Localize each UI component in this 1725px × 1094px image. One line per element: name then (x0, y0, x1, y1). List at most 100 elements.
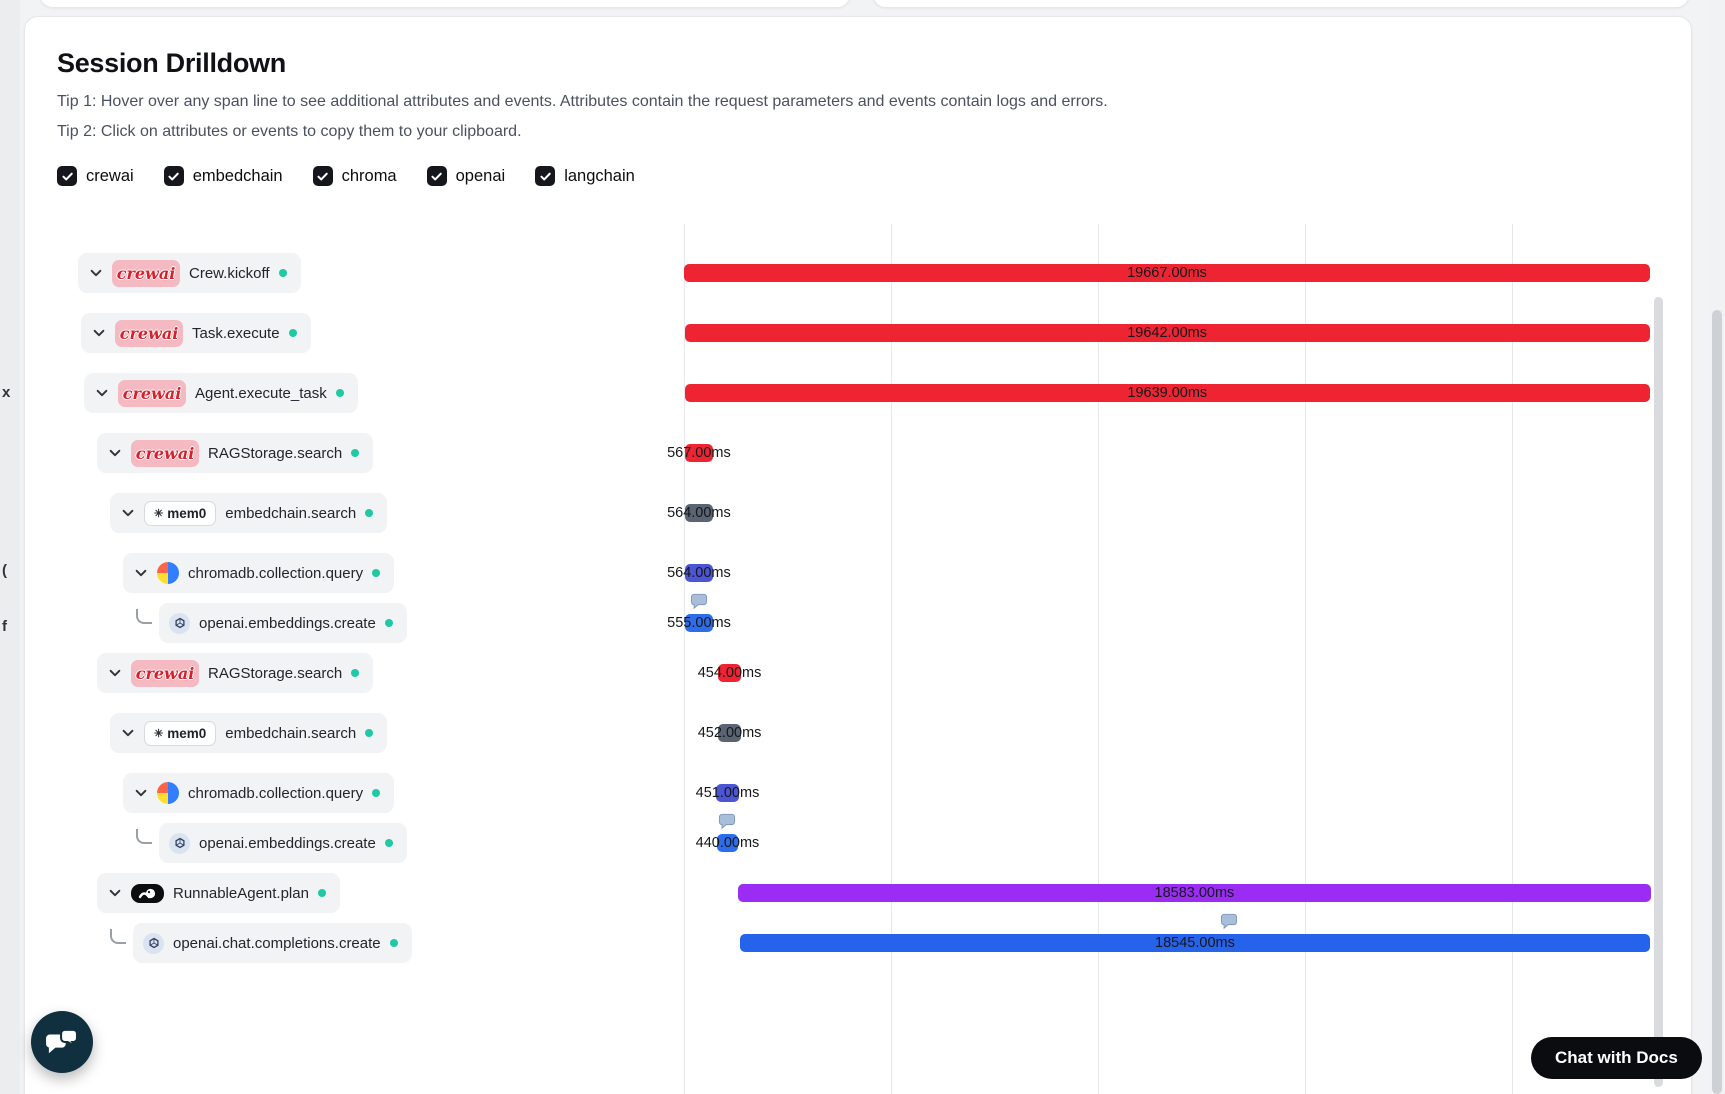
span-label[interactable]: crewai RAGStorage.search (97, 653, 374, 693)
span-name: openai.chat.completions.create (173, 934, 381, 952)
span-duration: 440.00ms (695, 835, 760, 851)
chevron-down-icon[interactable] (120, 726, 135, 741)
span-label[interactable]: crewai Crew.kickoff (78, 253, 301, 293)
chevron-down-icon[interactable] (94, 386, 109, 401)
gridline (684, 224, 685, 1094)
checkbox-chroma[interactable] (312, 166, 333, 186)
checkbox-embedchain[interactable] (163, 166, 184, 186)
child-connector-icon (136, 608, 152, 624)
span-label[interactable]: openai.embeddings.create (159, 603, 407, 643)
span-name: Agent.execute_task (195, 384, 327, 402)
span-duration: 19639.00ms (1127, 385, 1208, 401)
span-row: ✳ mem0 embedchain.search (110, 713, 388, 753)
chat-with-docs-label: Chat with Docs (1555, 1048, 1678, 1067)
span-duration: 564.00ms (667, 505, 731, 521)
checkbox-langchain[interactable] (535, 166, 556, 186)
span-duration: 567.00ms (667, 445, 731, 461)
checkbox-openai[interactable] (426, 166, 447, 186)
clipped-content-fragment: x (2, 384, 11, 401)
status-dot (365, 509, 374, 517)
span-label[interactable]: ✳ mem0 embedchain.search (110, 713, 388, 753)
event-bubble-icon[interactable] (718, 813, 736, 830)
span-name: embedchain.search (225, 724, 357, 742)
span-bar[interactable] (718, 724, 741, 742)
status-dot (335, 389, 344, 397)
tip-1-text: Tip 1: Hover over any span line to see a… (57, 93, 1108, 110)
span-row: crewai Agent.execute_task (84, 373, 358, 413)
status-dot (351, 669, 360, 677)
event-bubble-icon[interactable] (1220, 913, 1238, 930)
span-row: openai.chat.completions.create (110, 923, 412, 963)
crewai-logo: crewai (112, 259, 180, 287)
status-dot (365, 729, 374, 737)
span-bar[interactable] (684, 384, 1650, 402)
mem0-gear-icon: ✳ (154, 507, 164, 520)
span-label[interactable]: chromadb.collection.query (123, 553, 395, 593)
gridline (1098, 224, 1099, 1094)
checkbox-crewai[interactable] (57, 166, 77, 186)
span-row: RunnableAgent.plan (97, 873, 340, 913)
event-bubble-icon[interactable] (690, 593, 708, 610)
chevron-down-icon[interactable] (88, 266, 103, 281)
span-bar[interactable] (738, 884, 1651, 902)
chat-widget-button[interactable] (31, 1011, 93, 1073)
span-label[interactable]: crewai RAGStorage.search (97, 433, 374, 473)
span-bar[interactable] (685, 614, 713, 632)
chevron-down-icon[interactable] (120, 506, 135, 521)
span-row: crewai RAGStorage.search (97, 653, 374, 693)
span-duration: 564.00ms (667, 565, 731, 581)
span-label[interactable]: crewai Task.execute (81, 313, 311, 353)
span-bar[interactable] (739, 934, 1651, 952)
panel-scrollbar-thumb[interactable] (1654, 297, 1663, 1087)
crewai-logo: crewai (131, 659, 199, 687)
chevron-down-icon[interactable] (91, 326, 106, 341)
filter-chroma[interactable]: chroma (312, 166, 397, 186)
span-bar[interactable] (718, 664, 741, 682)
filter-embedchain[interactable]: embedchain (163, 166, 283, 186)
span-bar[interactable] (684, 324, 1650, 342)
filter-langchain[interactable]: langchain (535, 166, 635, 186)
span-row: chromadb.collection.query (123, 773, 395, 813)
span-duration: 18583.00ms (1154, 885, 1235, 901)
crewai-logo: crewai (118, 379, 186, 407)
span-row: crewai Crew.kickoff (78, 253, 301, 293)
span-label[interactable]: openai.chat.completions.create (133, 923, 412, 963)
span-row: ✳ mem0 embedchain.search (110, 493, 388, 533)
span-label[interactable]: chromadb.collection.query (123, 773, 395, 813)
span-duration: 452.00ms (697, 725, 762, 741)
span-bar[interactable] (684, 444, 713, 462)
span-label[interactable]: ✳ mem0 embedchain.search (110, 493, 388, 533)
span-label[interactable]: RunnableAgent.plan (97, 873, 340, 913)
mem0-gear-icon: ✳ (154, 727, 164, 740)
span-name: RAGStorage.search (208, 444, 343, 462)
chat-with-docs-button[interactable]: Chat with Docs (1531, 1037, 1702, 1079)
status-dot (351, 449, 360, 457)
span-bar[interactable] (716, 834, 739, 852)
chevron-down-icon[interactable] (107, 886, 122, 901)
chevron-down-icon[interactable] (133, 786, 148, 801)
span-bar[interactable] (685, 564, 713, 582)
status-dot (372, 569, 381, 577)
span-bar[interactable] (685, 504, 713, 522)
span-name: RAGStorage.search (208, 664, 343, 682)
span-label[interactable]: openai.embeddings.create (159, 823, 407, 863)
span-duration: 19642.00ms (1127, 325, 1208, 341)
mem0-logo-text: mem0 (167, 505, 207, 521)
filter-crewai[interactable]: crewai (57, 166, 134, 186)
gridline (1305, 224, 1306, 1094)
span-duration: 19667.00ms (1127, 265, 1207, 281)
chevron-down-icon[interactable] (107, 666, 122, 681)
span-bar[interactable] (716, 784, 739, 802)
filter-openai[interactable]: openai (426, 166, 505, 186)
page-scrollbar-thumb[interactable] (1712, 310, 1722, 1094)
mem0-logo: ✳ mem0 (144, 500, 217, 526)
status-dot (372, 789, 381, 797)
chevron-down-icon[interactable] (133, 566, 148, 581)
page-scrollbar[interactable] (1709, 0, 1725, 1094)
span-label[interactable]: crewai Agent.execute_task (84, 373, 358, 413)
gridline (1512, 224, 1513, 1094)
gridline (891, 224, 892, 1094)
chevron-down-icon[interactable] (107, 446, 122, 461)
span-bar[interactable] (684, 264, 1650, 282)
